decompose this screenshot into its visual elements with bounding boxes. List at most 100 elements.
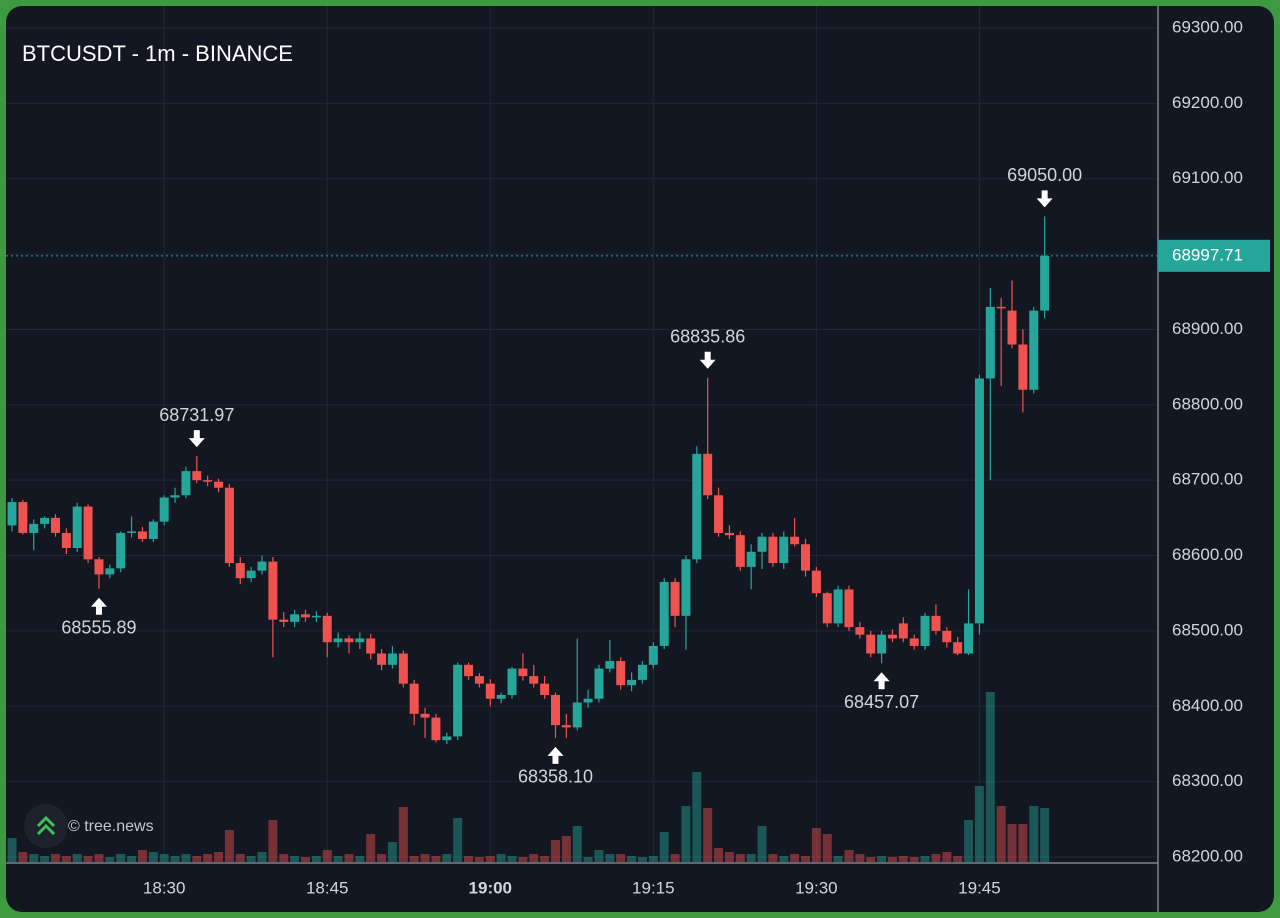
candle-body (714, 495, 724, 533)
volume-bar (431, 856, 441, 862)
volume-bar (790, 854, 800, 862)
candle-body (931, 615, 941, 631)
volume-bar (496, 854, 506, 862)
candle-body (735, 535, 745, 567)
volume-bar (485, 856, 495, 862)
volume-bar (387, 842, 397, 862)
candle-body (431, 717, 441, 741)
candle-body (540, 683, 550, 695)
candle-body (779, 536, 789, 564)
candle-body (855, 627, 865, 635)
candle-body (811, 570, 821, 594)
volume-bar (964, 820, 974, 862)
y-tick-label: 68900.00 (1172, 319, 1243, 338)
volume-bar (279, 854, 289, 862)
candle-body (214, 481, 224, 488)
annotation-arrow (547, 746, 564, 764)
x-tick-label: 19:00 (469, 878, 512, 897)
volume-bar (996, 806, 1006, 862)
volume-bar (811, 828, 821, 862)
y-tick-label: 68800.00 (1172, 394, 1243, 413)
candle-body (964, 623, 974, 654)
volume-bar (1018, 824, 1028, 862)
chart-title: BTCUSDT - 1m - BINANCE (22, 41, 293, 66)
last-price-label: 68997.71 (1172, 245, 1243, 264)
candle-body (29, 523, 39, 533)
candle-body (496, 694, 506, 699)
candle-body (529, 676, 539, 684)
volume-bar (551, 840, 560, 862)
volume-bar (583, 857, 593, 862)
volume-bar (909, 857, 919, 862)
annotation-label: 68835.86 (670, 327, 745, 347)
volume-bar (377, 854, 387, 862)
volume-bar (714, 848, 724, 862)
volume-bar (844, 850, 854, 862)
volume-bar (61, 856, 71, 862)
watermark-icon (36, 815, 56, 836)
volume-bar (953, 856, 963, 862)
volume-bar (594, 850, 604, 862)
volume-bar (203, 854, 213, 862)
annotation-arrow (1036, 190, 1053, 208)
candle-body (485, 683, 495, 699)
volume-bar (420, 854, 430, 862)
candle-body (300, 614, 310, 618)
volume-bar (224, 830, 234, 862)
candle-body (953, 642, 963, 654)
volume-bar (920, 856, 930, 862)
volume-bar (572, 826, 582, 862)
volume-bar (257, 852, 267, 862)
candle-body (887, 634, 897, 639)
volume-bar (268, 820, 278, 862)
candle-body (420, 713, 430, 718)
candle-body (474, 676, 484, 684)
volume-bar (887, 857, 897, 862)
candle-body (181, 471, 191, 496)
volume-bar (159, 854, 169, 862)
volume-bar (801, 856, 811, 862)
volume-bar (398, 807, 408, 862)
candle-body (648, 645, 658, 665)
volume-bar (1029, 806, 1039, 862)
candle-body (322, 615, 332, 643)
candle-body (833, 589, 843, 624)
candle-body (909, 638, 919, 646)
candle-body (659, 581, 669, 646)
y-tick-label: 68300.00 (1172, 771, 1243, 790)
volume-bar (724, 852, 734, 862)
candle-body (398, 653, 408, 684)
candle-body (985, 306, 995, 379)
y-tick-label: 68500.00 (1172, 620, 1243, 639)
annotation-label: 68457.07 (844, 692, 919, 712)
annotation-arrow (699, 351, 716, 369)
candle-body (877, 634, 887, 654)
volume-bar (137, 850, 147, 862)
candle-body (203, 480, 213, 482)
annotation-arrow (90, 597, 107, 615)
volume-bar (1040, 808, 1050, 862)
candle-body (127, 531, 137, 533)
candle-body (192, 471, 202, 481)
candle-body (72, 506, 82, 549)
volume-bar (170, 856, 180, 862)
candle-body (246, 570, 256, 579)
volume-bar (703, 808, 713, 862)
candle-body (377, 653, 387, 665)
y-tick-label: 68700.00 (1172, 470, 1243, 489)
candle-body (83, 506, 93, 560)
candle-body (1040, 255, 1050, 311)
candle-body (561, 725, 571, 728)
volume-bar (50, 854, 60, 862)
y-tick-label: 68200.00 (1172, 846, 1243, 865)
candle-body (627, 679, 637, 686)
chart-background (6, 6, 1274, 912)
volume-bar (735, 854, 745, 862)
volume-bar (855, 854, 865, 862)
volume-bar (83, 856, 93, 862)
volume-bar (94, 854, 104, 862)
candle-body (7, 502, 17, 526)
annotation-label: 68358.10 (518, 767, 593, 787)
volume-bar (974, 786, 984, 862)
